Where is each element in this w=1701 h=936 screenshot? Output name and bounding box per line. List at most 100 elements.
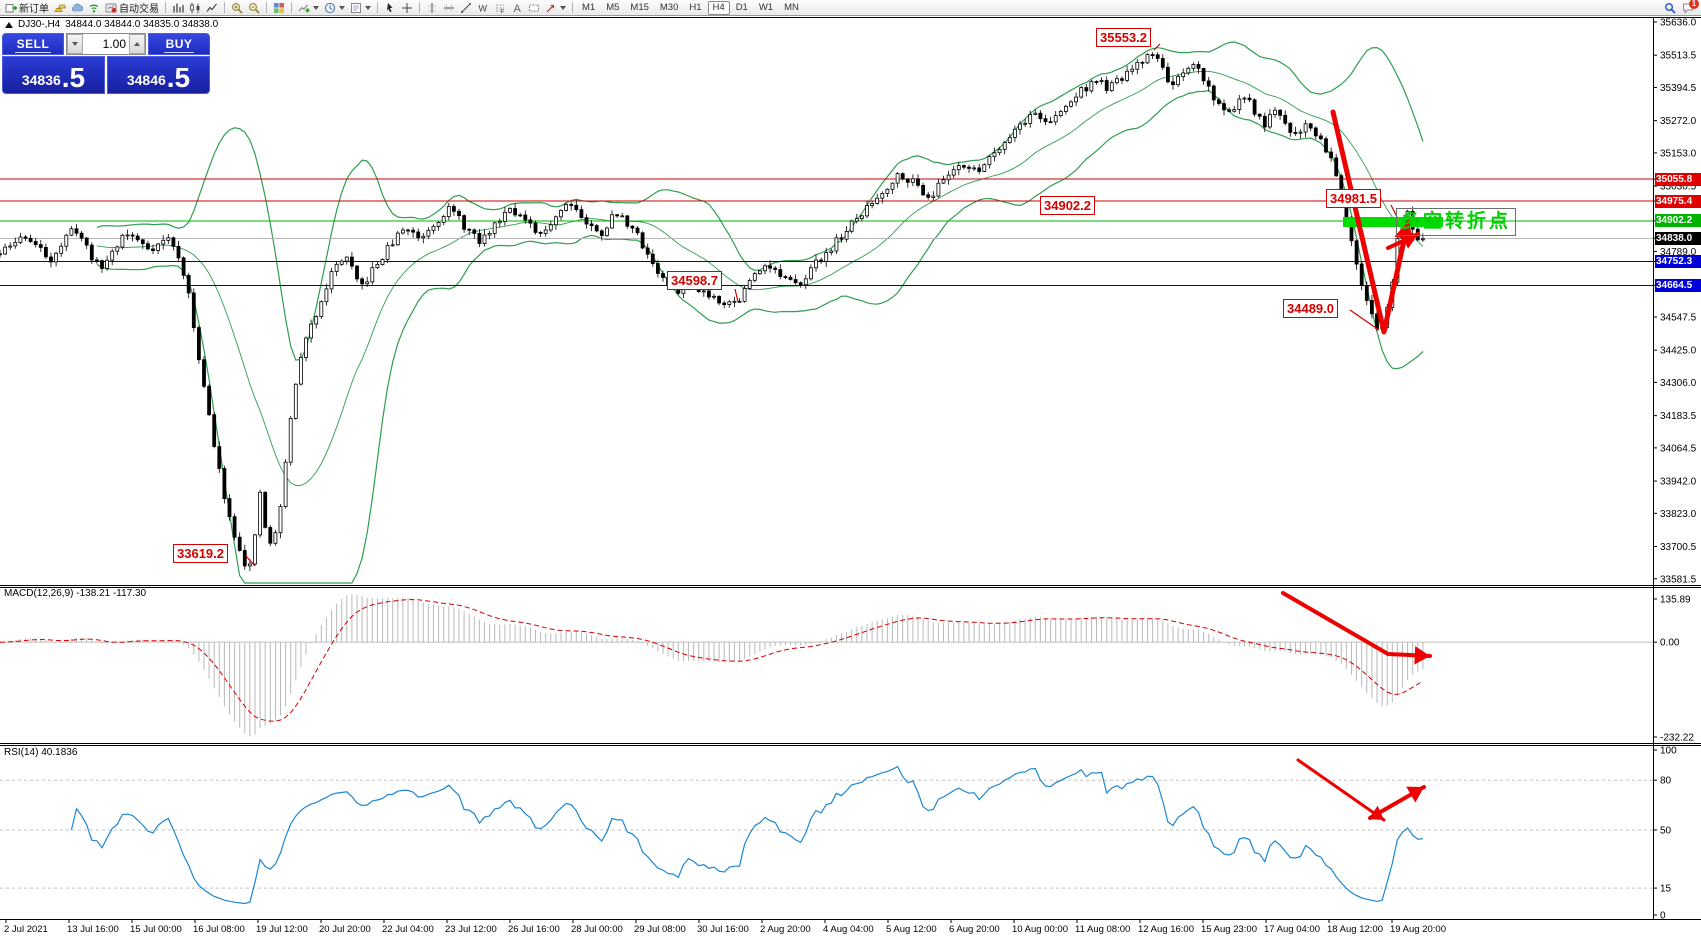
time-axis-label: 17 Aug 04:00 (1264, 924, 1320, 935)
toolbar-templates-button[interactable] (348, 0, 373, 15)
volume-input[interactable] (83, 34, 129, 54)
timeframe-mn-button[interactable]: MN (779, 1, 804, 15)
toolbar-clock-button[interactable] (322, 0, 347, 15)
time-axis-label: 23 Jul 12:00 (445, 924, 497, 935)
zoom-out-icon (249, 2, 260, 14)
price-callout-label[interactable]: 34489.0 (1283, 299, 1338, 318)
volume-increase-button[interactable] (129, 34, 145, 54)
toolbar-crosshair-button[interactable] (399, 0, 415, 15)
toolbar-indicators-button[interactable] (296, 0, 321, 15)
toolbar-trendline-button[interactable] (458, 0, 474, 15)
price-axis-badge: 35055.8 (1655, 172, 1701, 186)
toolbar-vline-button[interactable] (424, 0, 440, 15)
time-axis-label: 29 Jul 08:00 (634, 924, 686, 935)
macd-indicator-label: MACD(12,26,9) -138.21 -117.30 (4, 588, 147, 599)
timeframe-d1-button[interactable]: D1 (731, 1, 753, 15)
toolbar-hline-button[interactable] (441, 0, 457, 15)
toolbar-zoom-in-button[interactable] (229, 0, 245, 15)
cursor-icon (387, 2, 393, 12)
toolbar-chat-button[interactable]: 1 (1682, 0, 1699, 14)
timeframe-m30-button[interactable]: M30 (655, 1, 683, 15)
toolbar-bar-chart-button[interactable] (170, 0, 186, 15)
time-axis-label: 5 Aug 12:00 (886, 924, 937, 935)
notification-badge: 1 (1689, 0, 1699, 9)
toolbar-zoom-out-button[interactable] (246, 0, 262, 15)
axis-tick-label: 35153.0 (1660, 148, 1697, 159)
time-axis-label: 22 Jul 04:00 (382, 924, 434, 935)
toolbar-arrows-tool-button[interactable] (543, 0, 568, 15)
price-axis-badge: 34902.2 (1655, 214, 1701, 228)
volume-decrease-button[interactable] (67, 34, 83, 54)
time-axis-label: 16 Jul 08:00 (193, 924, 245, 935)
timeframe-m5-button[interactable]: M5 (601, 1, 624, 15)
price-callout-label[interactable]: 34598.7 (667, 271, 722, 290)
price-callout-label[interactable]: 34981.5 (1326, 189, 1381, 208)
line-chart-icon (206, 3, 217, 12)
price-axis-badge: 34975.4 (1655, 194, 1701, 208)
axis-tick-label: 35636.0 (1660, 18, 1697, 29)
one-click-trade-panel: SELL BUY 34836.5 34846.5 (2, 33, 210, 94)
sell-button[interactable]: SELL (2, 33, 64, 55)
axis-tick-label: 0.00 (1660, 638, 1680, 649)
axis-tick-label: 135.89 (1660, 595, 1691, 606)
toolbar-new-order-button[interactable]: 新订单 (3, 0, 51, 15)
axis-labels: 35636.0 35513.5 35394.5 35272.0 35153.0 35030… (4, 18, 1697, 936)
new-order-icon (5, 3, 17, 12)
timeframe-m1-button[interactable]: M1 (577, 1, 600, 15)
time-axis-label: 20 Jul 20:00 (319, 924, 371, 935)
toolbar-right-group: 1 (1664, 0, 1699, 14)
toolbar-tile-windows-button[interactable] (271, 0, 287, 15)
elliott-icon: W (479, 3, 488, 13)
axis-tick-label: 35513.5 (1660, 51, 1697, 62)
price-callout-label[interactable]: 35553.2 (1096, 28, 1151, 47)
timeframe-w1-button[interactable]: W1 (754, 1, 778, 15)
axis-tick-label: 0 (1660, 911, 1666, 922)
chevron-down-icon (339, 5, 345, 10)
toolbar-separator (377, 2, 378, 13)
toolbar-cursor-button[interactable] (382, 0, 398, 15)
chart-frame (0, 17, 1701, 920)
toolbar-separator (266, 2, 267, 13)
toolbar-elliott-button[interactable]: W (475, 0, 491, 15)
toolbar-text-tool-button[interactable]: A (509, 0, 525, 15)
templates-icon (351, 2, 361, 13)
time-axis-label: 15 Jul 00:00 (130, 924, 182, 935)
svg-text:W: W (479, 3, 488, 13)
drawn-annotations (245, 43, 1443, 822)
timeframe-h1-button[interactable]: H1 (684, 1, 706, 15)
axis-tick-label: -232.22 (1660, 733, 1694, 744)
pivot-point-note[interactable]: 多空转折点 (1396, 208, 1517, 236)
axis-tick-label: 33942.0 (1660, 477, 1697, 488)
signal-icon (89, 4, 99, 12)
toolbar-search-button[interactable] (1664, 2, 1676, 14)
sell-price[interactable]: 34836.5 (2, 56, 105, 94)
volume-box (66, 33, 146, 55)
price-callout-label[interactable]: 33619.2 (173, 544, 228, 563)
crosshair-icon (402, 2, 412, 13)
time-axis-label: 10 Aug 00:00 (1012, 924, 1068, 935)
toolbar-cloud-button[interactable] (69, 0, 85, 15)
timeframe-m15-button[interactable]: M15 (625, 1, 653, 15)
buy-price[interactable]: 34846.5 (107, 56, 210, 94)
price-axis-badge: 34752.3 (1655, 254, 1701, 268)
toolbar-separator (572, 2, 573, 13)
tick-up-icon (5, 21, 13, 28)
toolbar-autotrading-button[interactable]: 自动交易 (103, 0, 161, 15)
buy-button[interactable]: BUY (148, 33, 210, 55)
chevron-down-icon (560, 5, 566, 10)
toolbar-candle-chart-button[interactable] (187, 0, 203, 15)
toolbar-gold-button[interactable] (52, 0, 68, 15)
time-axis-label: 18 Aug 12:00 (1327, 924, 1383, 935)
axis-tick-label: 35272.0 (1660, 116, 1697, 127)
toolbar-signal-button[interactable] (86, 0, 102, 15)
price-callout-label[interactable]: 34902.2 (1040, 196, 1095, 215)
toolbar-fibonacci-button[interactable]: F (492, 0, 508, 15)
toolbar-line-chart-button[interactable] (204, 0, 220, 15)
zoom-in-icon (232, 2, 243, 14)
cloud-icon (72, 3, 83, 11)
timeframe-h4-button[interactable]: H4 (707, 0, 730, 15)
toolbar-label-tool-button[interactable] (526, 0, 542, 15)
svg-text:A: A (514, 3, 522, 14)
chevron-down-icon (365, 5, 371, 10)
